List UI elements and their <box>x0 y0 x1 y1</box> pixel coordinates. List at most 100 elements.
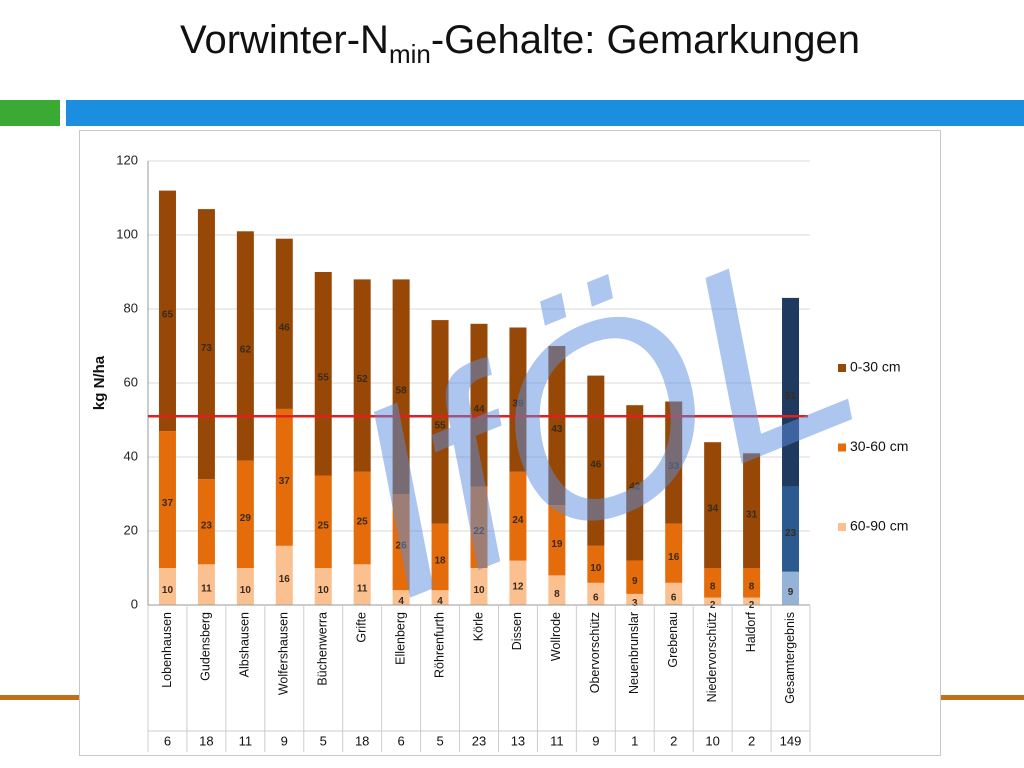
data-label: 12 <box>512 581 524 592</box>
sample-count: 2 <box>670 733 677 748</box>
x-tick-label: Körle <box>471 612 485 641</box>
sample-count: 1 <box>631 733 638 748</box>
bar-segment <box>431 523 449 591</box>
bar-segment <box>158 568 176 605</box>
accent-line-left <box>0 695 80 700</box>
bar-segment <box>626 405 644 561</box>
data-label: 16 <box>668 552 680 563</box>
x-tick-label: Büchenwerra <box>316 612 330 686</box>
accent-line-right <box>941 695 1024 700</box>
x-tick-label: Albshausen <box>238 612 252 677</box>
bar-segment <box>197 479 215 565</box>
legend-swatch <box>838 443 846 452</box>
bar-segment <box>236 460 254 568</box>
bar-segment <box>509 327 527 472</box>
data-label: 10 <box>162 585 174 596</box>
bar-segment <box>314 272 332 476</box>
data-label: 4 <box>437 596 443 607</box>
sample-count: 149 <box>780 733 802 748</box>
x-tick-label: Grifte <box>354 612 368 643</box>
data-label: 19 <box>551 539 563 550</box>
data-label: 25 <box>357 517 369 528</box>
bar-segment <box>509 471 527 561</box>
bar-segment <box>470 323 488 487</box>
data-label: 25 <box>318 520 330 531</box>
data-label: 11 <box>357 583 368 594</box>
bar-segment <box>431 320 449 524</box>
bar-segment <box>782 571 800 605</box>
data-label: 6 <box>671 593 677 604</box>
data-label: 10 <box>473 585 485 596</box>
bar-segment <box>197 209 215 480</box>
bar-segment <box>704 597 722 605</box>
bar-segment <box>431 590 449 605</box>
x-tick-label: Obervorschütz <box>588 612 602 693</box>
bar-segment <box>743 568 761 598</box>
data-label: 46 <box>590 459 602 470</box>
bar-segment <box>782 486 800 572</box>
data-label: 34 <box>707 504 719 515</box>
data-label: 31 <box>746 509 758 520</box>
data-label: 62 <box>240 345 252 356</box>
sample-count: 18 <box>199 733 213 748</box>
bar-segment <box>392 494 410 591</box>
data-label: 46 <box>279 322 291 333</box>
accent-green <box>0 100 60 126</box>
accent-blue <box>66 100 1024 126</box>
y-tick-label: 80 <box>124 300 138 315</box>
data-label: 23 <box>785 528 797 539</box>
bar-segment <box>704 568 722 598</box>
data-label: 37 <box>279 476 291 487</box>
sample-count: 11 <box>239 733 253 748</box>
data-label: 43 <box>551 424 563 435</box>
bar-segment <box>236 231 254 461</box>
data-label: 29 <box>240 513 252 524</box>
x-tick-label: Lobenhausen <box>160 612 174 688</box>
x-tick-label: Haldorf <box>744 611 758 652</box>
sample-count: 18 <box>355 733 369 748</box>
data-label: 26 <box>396 541 408 552</box>
bar-segment <box>197 564 215 605</box>
sample-count: 13 <box>511 733 525 748</box>
data-label: 11 <box>201 583 212 594</box>
bar-segment <box>275 238 293 409</box>
sample-count: 11 <box>550 733 564 748</box>
title-main: Vorwinter-N <box>180 18 389 62</box>
data-label: 42 <box>629 482 641 493</box>
data-label: 8 <box>749 581 755 592</box>
bar-segment <box>392 279 410 494</box>
data-label: 73 <box>201 343 213 354</box>
sample-count: 6 <box>164 733 171 748</box>
bar-segment <box>587 582 605 605</box>
data-label: 10 <box>240 585 252 596</box>
data-label: 24 <box>512 515 524 526</box>
bar-segment <box>665 582 683 605</box>
bar-segment <box>743 597 761 605</box>
data-label: 52 <box>357 374 369 385</box>
bar-segment <box>353 279 371 472</box>
sample-count: 2 <box>748 733 755 748</box>
bar-segment <box>626 593 644 605</box>
data-label: 44 <box>473 404 485 415</box>
bar-segment <box>470 568 488 605</box>
data-label: 9 <box>632 576 638 587</box>
bar-segment <box>509 560 527 605</box>
bar-segment <box>314 475 332 568</box>
y-tick-label: 120 <box>116 152 138 167</box>
data-label: 8 <box>710 581 716 592</box>
x-tick-label: Ellenberg <box>393 612 407 665</box>
sample-count: 5 <box>436 733 443 748</box>
bar-segment <box>392 590 410 605</box>
data-label: 4 <box>398 596 404 607</box>
x-tick-label: Neuenbrunslar <box>627 612 641 694</box>
bar-segment <box>626 560 644 594</box>
bar-segment <box>665 401 683 524</box>
x-tick-label: Niedervorschütz <box>705 612 719 702</box>
bar-segment <box>275 545 293 605</box>
data-label: 10 <box>590 563 602 574</box>
sample-count: 6 <box>398 733 405 748</box>
legend-swatch <box>838 523 846 531</box>
data-label: 55 <box>318 372 330 383</box>
data-label: 55 <box>434 420 446 431</box>
